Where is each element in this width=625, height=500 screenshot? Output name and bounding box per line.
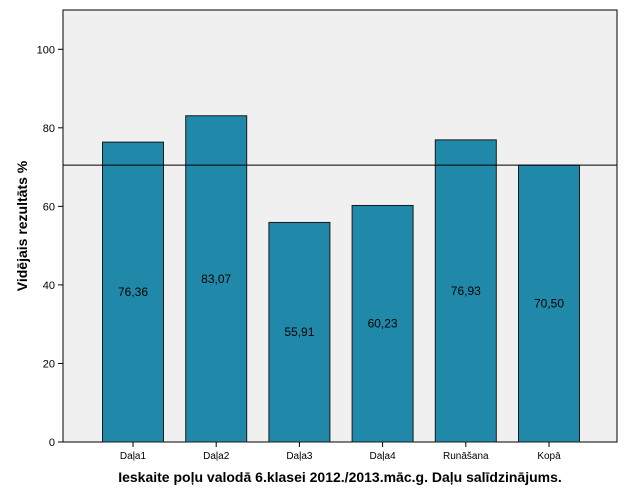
- data-label: 76,93: [451, 284, 481, 298]
- x-tick-label: Daļa1: [120, 451, 147, 462]
- x-axis: Daļa1 Daļa2 Daļa3 Daļa4 Runāšana Kopā: [120, 442, 561, 462]
- y-tick-label: 0: [49, 437, 55, 449]
- data-label: 83,07: [201, 272, 231, 286]
- data-labels: 76,36 83,07 55,91 60,23 76,93 70,50: [118, 272, 564, 339]
- x-tick-label: Kopā: [537, 451, 561, 462]
- y-tick-label: 60: [43, 201, 55, 213]
- y-tick-label: 80: [43, 123, 55, 135]
- x-axis-title: Ieskaite poļu valodā 6.klasei 2012./2013…: [118, 469, 562, 485]
- data-label: 70,50: [534, 297, 564, 311]
- x-tick-label: Daļa4: [370, 451, 397, 462]
- bar: [185, 115, 248, 443]
- bars: [102, 115, 580, 443]
- y-axis: 0 20 40 60 80 100: [37, 44, 63, 449]
- data-label: 76,36: [118, 285, 148, 299]
- y-tick-label: 100: [37, 44, 55, 56]
- bar: [268, 221, 331, 443]
- x-tick-label: Daļa3: [286, 451, 313, 462]
- y-tick-label: 20: [43, 358, 55, 370]
- bar: [434, 139, 497, 443]
- bar: [102, 141, 164, 443]
- y-axis-title: Vidējais rezultāts %: [14, 160, 30, 291]
- x-tick-label: Daļa2: [203, 451, 230, 462]
- data-label: 60,23: [368, 317, 398, 331]
- bar: [351, 204, 414, 443]
- bar: [518, 164, 580, 443]
- data-label: 55,91: [284, 325, 314, 339]
- y-tick-label: 40: [43, 280, 55, 292]
- x-tick-label: Runāšana: [443, 451, 489, 462]
